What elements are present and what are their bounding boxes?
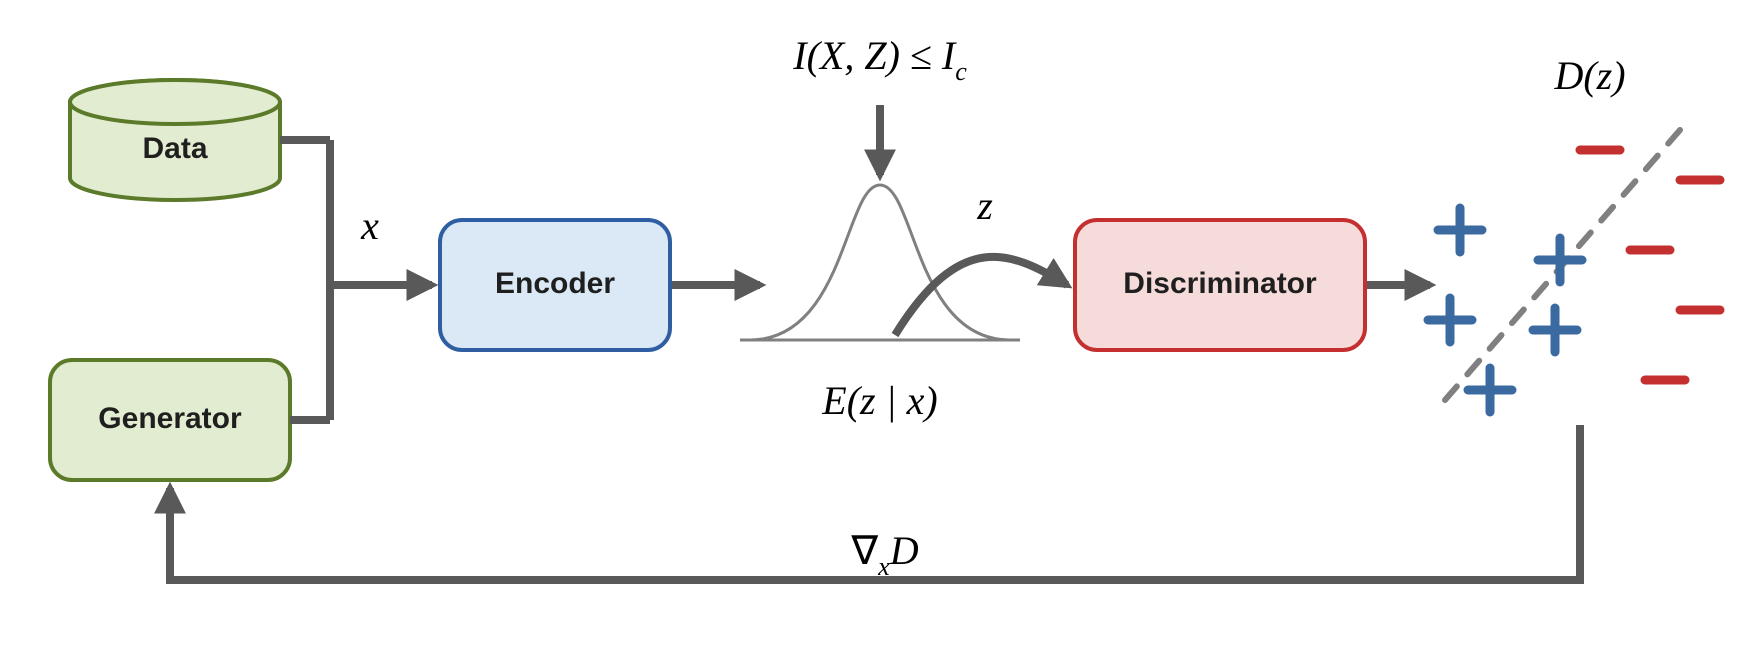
- plus-marker: [1538, 238, 1582, 282]
- label-z: z: [976, 183, 993, 228]
- plus-marker: [1438, 208, 1482, 252]
- label-grad: ∇xD: [850, 528, 918, 581]
- discriminator-node: Discriminator: [1075, 220, 1365, 350]
- generator-label: Generator: [98, 402, 242, 435]
- data-label: Data: [142, 132, 207, 165]
- label-mutual-info: I(X, Z) ≤ Ic: [792, 33, 967, 86]
- generator-node: Generator: [50, 360, 290, 480]
- arrow-bell-to-disc: [895, 257, 1067, 335]
- architecture-diagram: Data Generator Encoder Discriminator x I(X, Z…: [0, 0, 1756, 654]
- label-dz: D(z): [1553, 53, 1625, 98]
- data-node: Data: [70, 80, 280, 200]
- discriminator-label: Discriminator: [1123, 267, 1317, 300]
- plus-marker: [1533, 308, 1577, 352]
- encoder-node: Encoder: [440, 220, 670, 350]
- encoder-label: Encoder: [495, 267, 615, 300]
- label-x: x: [360, 203, 379, 248]
- plus-marker: [1468, 368, 1512, 412]
- plus-marker: [1428, 298, 1472, 342]
- label-ezx: E(z | x): [821, 378, 937, 423]
